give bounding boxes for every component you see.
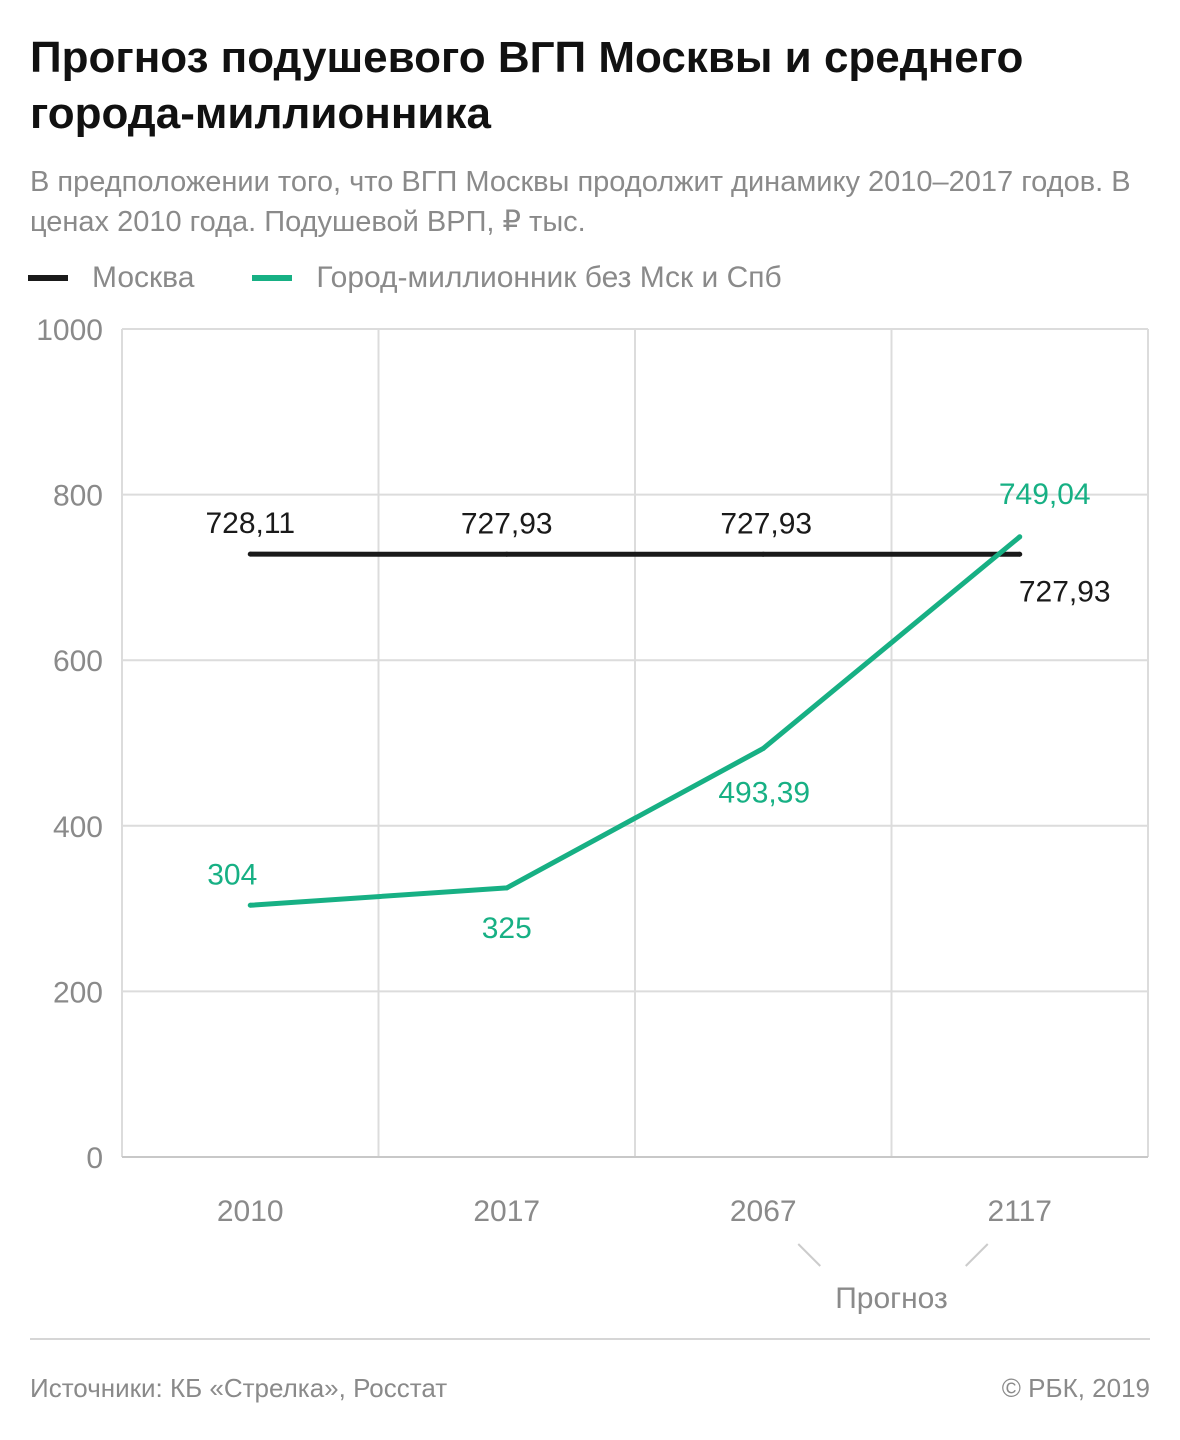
data-point	[1017, 551, 1023, 557]
y-tick-label: 200	[53, 976, 103, 1009]
data-point	[504, 551, 510, 557]
data-label: 325	[482, 912, 532, 945]
x-tick-label: 2010	[217, 1195, 284, 1228]
data-label: 727,93	[1019, 575, 1111, 608]
legend-label-moscow: Москва	[92, 261, 195, 294]
annotation-bracket	[965, 1243, 989, 1267]
y-tick-label: 800	[53, 480, 103, 513]
data-point	[247, 902, 253, 908]
data-point	[504, 885, 510, 891]
chart-title: Прогноз подушевого ВГП Москвы и среднего…	[30, 33, 1024, 138]
y-tick-label: 0	[86, 1142, 103, 1175]
data-point	[760, 551, 766, 557]
legend-item-moscow: Москва	[28, 261, 194, 295]
footer-divider	[30, 1338, 1150, 1340]
data-point	[247, 551, 253, 557]
data-label: 304	[207, 858, 257, 891]
annotation-bracket	[797, 1243, 821, 1267]
y-axis: 0 200 400 600 800 1000	[36, 314, 103, 1175]
legend-swatch-million-city	[252, 275, 293, 281]
x-tick-label: 2017	[473, 1195, 540, 1228]
data-point	[760, 745, 766, 751]
legend-item-million-city: Город-миллионник без Мск и Спб	[252, 261, 782, 295]
series-line-1	[250, 534, 1022, 908]
data-label: 493,39	[718, 776, 810, 809]
copyright: © РБК, 2019	[1001, 1373, 1150, 1403]
x-tick-label: 2117	[987, 1195, 1052, 1228]
x-tick-label: 2067	[730, 1195, 797, 1228]
data-label: 728,11	[205, 507, 295, 540]
data-label: 727,93	[720, 507, 812, 540]
y-tick-label: 1000	[36, 314, 103, 347]
data-point	[1017, 534, 1023, 540]
legend-swatch-moscow	[28, 275, 68, 281]
y-tick-label: 600	[53, 645, 103, 678]
legend-label-million-city: Город-миллионник без Мск и Спб	[316, 261, 782, 294]
annotation-label: Прогноз	[835, 1282, 948, 1315]
data-label: 727,93	[461, 507, 553, 540]
source-note: Источники: КБ «Стрелка», Росстат	[30, 1373, 448, 1403]
chart-subtitle: В предположении того, что ВГП Москвы про…	[30, 166, 1131, 238]
data-label: 749,04	[999, 478, 1091, 511]
y-tick-label: 400	[53, 811, 103, 844]
series	[247, 534, 1023, 908]
forecast-annotation: Прогноз	[797, 1243, 989, 1315]
x-axis: 2010 2017 2067 2117	[217, 1195, 1052, 1228]
legend: Москва Город-миллионник без Мск и Спб	[28, 258, 840, 298]
data-labels: 728,11 727,93 727,93 727,93 304 325 493,39 749,…	[205, 478, 1110, 945]
grid	[121, 328, 1149, 1158]
